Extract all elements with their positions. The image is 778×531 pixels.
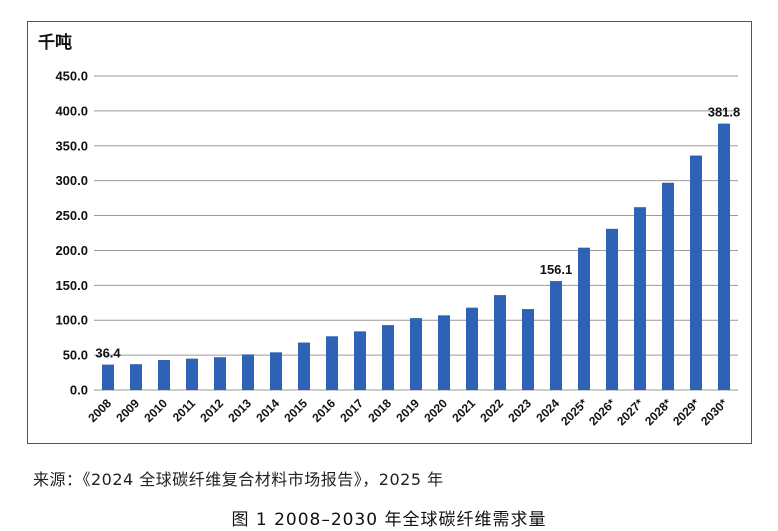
x-tick-label: 2019 [393, 396, 422, 425]
bar-2012 [214, 357, 226, 390]
x-tick-label: 2009 [113, 396, 142, 425]
y-tick-label: 300.0 [55, 173, 88, 188]
x-tick-label: 2029* [670, 396, 702, 428]
x-tick-label: 2020 [421, 396, 450, 425]
bar-2009 [130, 364, 142, 390]
x-tick-label: 2026* [586, 396, 618, 428]
bar-2022 [494, 295, 506, 390]
x-tick-label: 2014 [253, 396, 282, 425]
x-tick-label: 2011 [170, 396, 199, 425]
bar-2018 [382, 325, 394, 390]
y-tick-label: 400.0 [55, 103, 88, 118]
data-label: 381.8 [708, 105, 741, 120]
y-axis-unit-label: 千吨 [38, 33, 72, 53]
bar-2013 [242, 354, 254, 390]
x-tick-label: 2013 [225, 396, 254, 425]
y-tick-label: 50.0 [63, 348, 88, 363]
y-tick-label: 450.0 [55, 69, 88, 84]
chart-frame: 0.0 50.0 100.0 150.0 200.0 250.0 300.0 350.0 400… [27, 21, 752, 444]
x-tick-label: 2027* [614, 396, 646, 428]
bar-2028* [662, 182, 674, 390]
x-tick-label: 2030* [698, 396, 730, 428]
x-tick-label: 2021 [449, 396, 478, 425]
bar-2024 [550, 281, 562, 390]
y-tick-label: 0.0 [70, 383, 88, 398]
bar-chart: 0.0 50.0 100.0 150.0 200.0 250.0 300.0 350.0 400… [55, 69, 741, 429]
bar-2026* [606, 228, 618, 390]
bar-2015 [298, 342, 310, 390]
x-tick-label: 2008 [85, 396, 114, 425]
y-tick-label: 150.0 [55, 278, 88, 293]
bar-2021 [466, 307, 478, 390]
data-label: 36.4 [95, 346, 121, 361]
bar-2019 [410, 318, 422, 390]
y-tick-label: 250.0 [55, 208, 88, 223]
x-tick-label: 2010 [141, 396, 170, 425]
y-tick-label: 200.0 [55, 243, 88, 258]
x-tick-label: 2028* [642, 396, 674, 428]
bar-2025* [578, 247, 590, 390]
data-label: 156.1 [540, 262, 573, 277]
x-tick-label: 2023 [505, 396, 534, 425]
x-tick-label: 2017 [337, 396, 366, 425]
source-note: 来源：《2024 全球碳纤维复合材料市场报告》，2025 年 [33, 470, 444, 489]
x-tick-label: 2024 [533, 396, 562, 425]
bar-2027* [634, 207, 646, 390]
bar-2029* [690, 155, 702, 390]
y-tick-label: 350.0 [55, 138, 88, 153]
y-tick-label: 100.0 [55, 313, 88, 328]
bar-2011 [186, 358, 198, 390]
figure-caption: 图 1 2008–2030 年全球碳纤维需求量 [231, 510, 547, 530]
bar-2030* [718, 123, 730, 391]
x-tick-label: 2016 [309, 396, 338, 425]
x-tick-label: 2012 [197, 396, 226, 425]
bar-2008 [102, 364, 114, 390]
bar-2016 [326, 336, 338, 390]
bar-2010 [158, 359, 170, 390]
bar-2020 [438, 315, 450, 390]
x-tick-label: 2018 [365, 396, 394, 425]
bar-2017 [354, 331, 366, 390]
x-tick-label: 2015 [281, 396, 310, 425]
x-tick-label: 2022 [477, 396, 506, 425]
bar-2014 [270, 352, 282, 390]
bar-2023 [522, 309, 534, 390]
x-tick-label: 2025* [558, 396, 590, 428]
